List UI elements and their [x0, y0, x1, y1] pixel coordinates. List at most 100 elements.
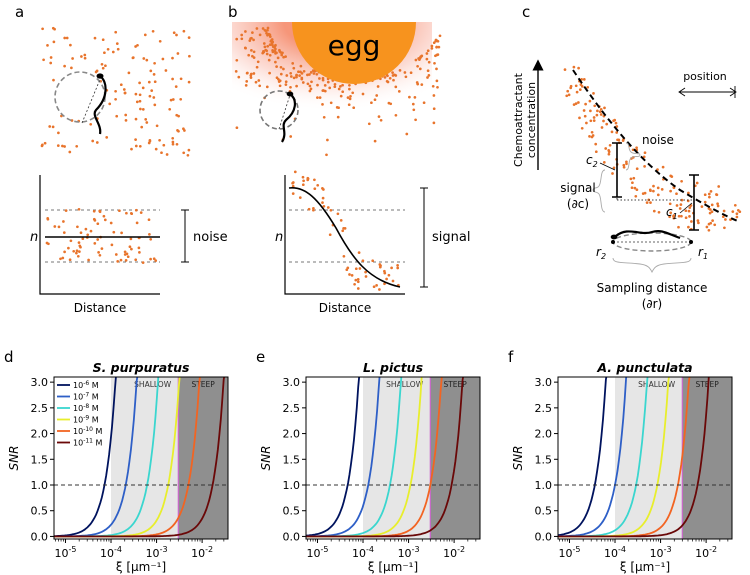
field-dot — [370, 101, 373, 105]
field-dot — [152, 96, 156, 99]
sample-dot — [385, 277, 388, 281]
concentration-dot — [717, 185, 721, 188]
field-dot — [385, 79, 389, 83]
plot-axes-a — [39, 175, 160, 295]
concentration-dot — [697, 221, 700, 225]
concentration-dot — [641, 192, 645, 195]
concentration-dot — [711, 219, 714, 222]
plot-frame — [53, 376, 229, 540]
sample-dot — [383, 269, 386, 273]
field-dot — [136, 43, 139, 47]
shallow-label: SHALLOW — [638, 380, 676, 389]
steep-label: STEEP — [443, 380, 467, 389]
y-tick-label: 1.0 — [535, 479, 553, 492]
y-tick-label: 0.0 — [283, 530, 301, 543]
field-dot — [412, 108, 416, 112]
field-dot — [61, 144, 64, 148]
field-dot — [175, 142, 179, 146]
field-dot — [308, 73, 311, 76]
sample-dot — [76, 254, 80, 258]
series-group — [306, 377, 465, 538]
concentration-dot — [635, 188, 639, 192]
field-dot — [297, 70, 300, 74]
field-dot — [83, 53, 87, 57]
concentration-dot — [696, 219, 700, 222]
xlabel-b: Distance — [319, 301, 371, 315]
concentration-dot — [588, 99, 592, 103]
sperm-head-a — [96, 73, 104, 79]
panel-b: b egg n Distance signal — [228, 3, 470, 315]
field-dot — [171, 136, 175, 140]
field-dot — [398, 69, 402, 72]
field-dot — [329, 101, 333, 105]
y-tick-label: 3.0 — [31, 376, 49, 389]
field-dot — [244, 84, 248, 87]
gradient-curve-b — [288, 187, 401, 288]
field-dot — [298, 74, 301, 77]
sampling-label: Sampling distance — [597, 281, 708, 295]
sample-dot — [46, 217, 50, 221]
sample-dot — [312, 208, 315, 212]
sample-dot — [321, 196, 325, 200]
sample-dot — [77, 241, 81, 244]
field-dot — [252, 72, 256, 75]
field-dot — [268, 71, 271, 75]
field-dot — [257, 79, 261, 82]
field-dot — [299, 64, 303, 68]
y-tick-label: 0.5 — [283, 505, 301, 518]
concentration-dot — [607, 152, 611, 156]
field-dot — [153, 80, 157, 84]
sample-dot — [79, 231, 83, 235]
sample-dot — [356, 287, 360, 290]
field-dot — [138, 93, 142, 97]
field-dot — [436, 85, 439, 89]
field-dot — [114, 89, 117, 93]
field-dot — [138, 99, 142, 103]
field-dot — [244, 30, 247, 33]
concentration-dot — [668, 215, 671, 219]
concentration-dot — [695, 181, 699, 185]
field-dot — [339, 85, 342, 88]
field-dot — [131, 56, 135, 59]
field-dot — [255, 65, 259, 69]
field-dot — [114, 30, 118, 34]
concentration-dot — [625, 160, 628, 164]
field-dot — [182, 151, 186, 155]
concentration-dot — [603, 106, 606, 110]
field-dot — [261, 27, 265, 30]
field-dot — [119, 83, 123, 87]
snr-curve — [306, 377, 361, 537]
sample-dot — [350, 274, 354, 277]
panel-letter-c: c — [522, 3, 530, 21]
r2-point — [611, 240, 615, 244]
field-dot — [115, 114, 119, 118]
field-dot — [134, 144, 138, 148]
field-dot — [346, 96, 350, 99]
field-dot — [394, 74, 398, 77]
field-dot — [292, 66, 296, 70]
field-dot — [433, 61, 436, 65]
field-dot — [276, 56, 280, 60]
field-dot — [397, 90, 401, 93]
sample-dot — [147, 218, 151, 222]
concentration-dot — [635, 146, 638, 150]
sampling-ellipse-c — [612, 232, 692, 252]
field-dot — [148, 139, 152, 143]
field-dot — [291, 62, 295, 65]
r2-label: r2 — [596, 245, 606, 261]
field-dot — [122, 88, 126, 91]
plot-frame — [305, 376, 481, 540]
concentration-dot — [631, 148, 635, 152]
x-tick-label: 10-2 — [191, 545, 213, 560]
field-dot — [323, 89, 327, 93]
sample-dot — [336, 212, 340, 216]
sample-dot — [67, 246, 70, 250]
concentration-dot — [584, 102, 587, 106]
sample-dot — [291, 192, 295, 195]
field-dot — [111, 50, 115, 54]
y-axis-label: SNR — [259, 446, 273, 471]
concentration-dot — [592, 119, 596, 122]
x-tick-label: 10-4 — [604, 545, 626, 560]
concentration-dot — [722, 209, 726, 213]
